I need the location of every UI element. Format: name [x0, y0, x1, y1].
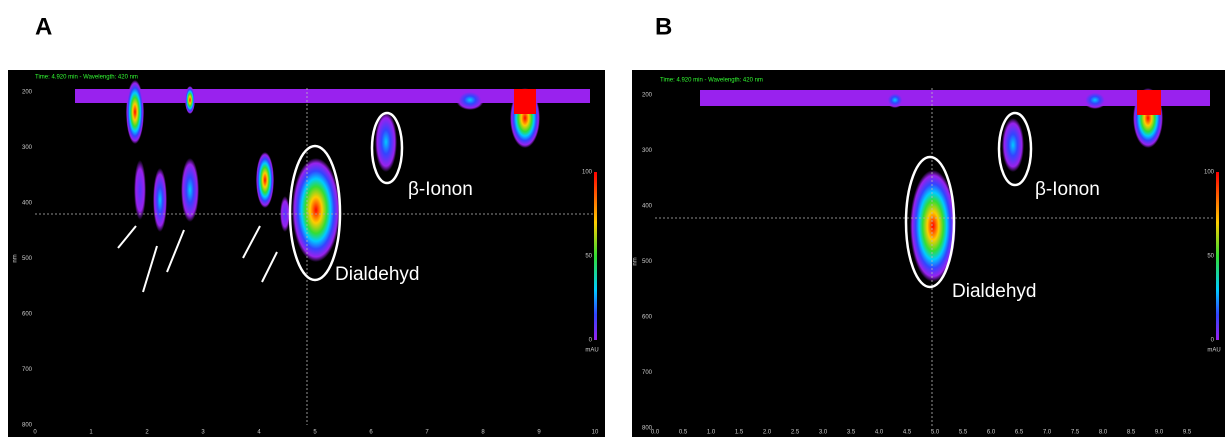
- x-tick-label: 6: [369, 430, 373, 436]
- x-tick-label: 4.0: [875, 430, 884, 436]
- annotation: Dialdehyd: [952, 281, 1037, 302]
- x-tick-label: 4: [257, 430, 261, 436]
- y-tick-label: 800: [642, 426, 653, 432]
- colorbar-tick-label: 50: [1207, 254, 1214, 260]
- x-tick-label: 2.0: [763, 430, 772, 436]
- y-tick-label: 700: [22, 367, 33, 373]
- y-tick-label: 500: [642, 259, 653, 265]
- colorbar: [1216, 172, 1219, 340]
- y-tick-label: 500: [22, 256, 33, 262]
- annotation: β-Ionon: [1035, 179, 1100, 200]
- colorbar-tick-label: 50: [585, 254, 592, 260]
- y-tick-label: 600: [22, 312, 33, 318]
- peak: [1002, 118, 1024, 172]
- plot-header: Time: 4.920 min - Wavelength: 420 nm: [35, 75, 138, 81]
- x-tick-label: 3.5: [847, 430, 856, 436]
- colorbar: [594, 172, 597, 340]
- y-tick-label: 300: [22, 145, 33, 151]
- y-axis-label: nm: [633, 257, 639, 265]
- peak: [256, 152, 274, 208]
- colorbar-unit: mAU: [1207, 348, 1220, 354]
- x-tick-label: 7.5: [1071, 430, 1080, 436]
- highlight-ring: [997, 111, 1033, 187]
- x-tick-label: 7: [425, 430, 429, 436]
- x-tick-label: 1.0: [707, 430, 716, 436]
- highlight-ring: [904, 155, 956, 289]
- y-axis-label: nm: [13, 254, 19, 262]
- x-tick-label: 8.0: [1099, 430, 1108, 436]
- peak: [514, 89, 536, 114]
- x-tick-label: 0.0: [651, 430, 660, 436]
- x-tick-label: 3: [201, 430, 205, 436]
- x-tick-label: 7.0: [1043, 430, 1052, 436]
- peak: [886, 92, 904, 108]
- annotation: β-Ionon: [408, 179, 473, 200]
- panel-label: B: [655, 13, 672, 40]
- peak: [1137, 90, 1161, 115]
- x-tick-label: 0: [33, 430, 37, 436]
- x-tick-label: 0.5: [679, 430, 688, 436]
- colorbar-tick-label: 0: [589, 338, 593, 344]
- x-tick-label: 5.0: [931, 430, 940, 436]
- x-tick-label: 2: [145, 430, 149, 436]
- x-tick-label: 5: [313, 430, 317, 436]
- y-tick-label: 400: [22, 201, 33, 207]
- y-tick-label: 700: [642, 370, 653, 376]
- panel-a: [8, 70, 605, 437]
- x-tick-label: 9: [537, 430, 541, 436]
- panel-b: [632, 70, 1225, 437]
- y-tick-label: 600: [642, 315, 653, 321]
- x-tick-label: 1: [89, 430, 93, 436]
- y-tick-label: 400: [642, 204, 653, 210]
- x-tick-label: 4.5: [903, 430, 912, 436]
- plot-header: Time: 4.920 min - Wavelength: 420 nm: [660, 78, 763, 84]
- annotation: Dialdehyd: [335, 264, 420, 285]
- peak: [910, 170, 956, 282]
- peak: [375, 112, 397, 172]
- arrows: [117, 225, 278, 293]
- colorbar-tick-label: 100: [1204, 170, 1215, 176]
- x-tick-label: 6.0: [987, 430, 996, 436]
- x-tick-label: 3.0: [819, 430, 828, 436]
- peak: [134, 160, 146, 220]
- peak: [1083, 91, 1107, 109]
- peak: [153, 168, 167, 232]
- x-tick-label: 8.5: [1127, 430, 1136, 436]
- peak: [185, 86, 195, 114]
- baseline-band: [700, 90, 1210, 106]
- colorbar-tick-label: 0: [1211, 338, 1215, 344]
- panel-label: A: [35, 13, 52, 40]
- highlight-ring: [288, 144, 342, 282]
- x-tick-label: 5.5: [959, 430, 968, 436]
- x-tick-label: 2.5: [791, 430, 800, 436]
- x-tick-label: 8: [481, 430, 485, 436]
- peak: [456, 90, 484, 110]
- y-tick-label: 200: [642, 93, 653, 99]
- y-tick-label: 200: [22, 90, 33, 96]
- x-tick-label: 10: [592, 430, 599, 436]
- colorbar-tick-label: 100: [582, 170, 593, 176]
- y-tick-label: 300: [642, 148, 653, 154]
- peak: [126, 80, 144, 144]
- peak: [292, 158, 340, 262]
- y-tick-label: 800: [22, 423, 33, 429]
- x-tick-label: 1.5: [735, 430, 744, 436]
- colorbar-unit: mAU: [585, 348, 598, 354]
- x-tick-label: 6.5: [1015, 430, 1024, 436]
- x-tick-label: 9.0: [1155, 430, 1164, 436]
- highlight-ring: [370, 111, 404, 185]
- x-tick-label: 9.5: [1183, 430, 1192, 436]
- peak: [181, 158, 199, 222]
